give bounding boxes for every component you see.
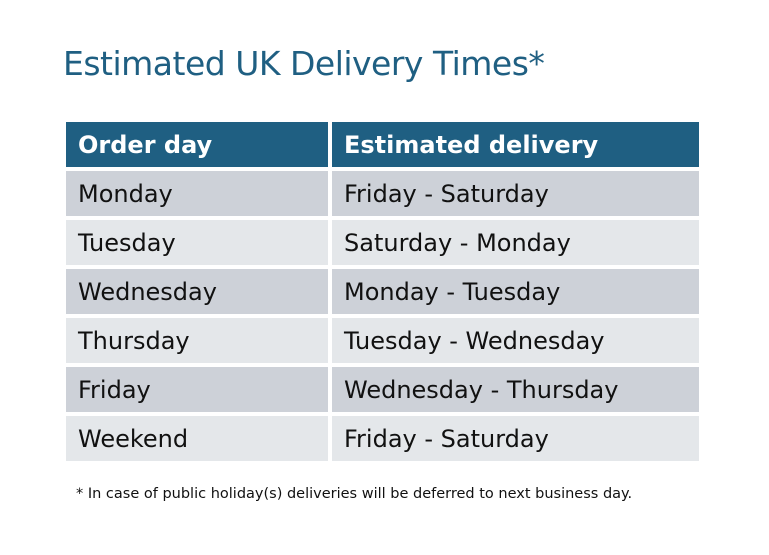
table-row: Weekend Friday - Saturday [66, 416, 699, 461]
order-day-cell: Thursday [66, 318, 328, 363]
delivery-cell: Saturday - Monday [332, 220, 699, 265]
table-row: Wednesday Monday - Tuesday [66, 269, 699, 314]
order-day-cell: Friday [66, 367, 328, 412]
delivery-cell: Friday - Saturday [332, 416, 699, 461]
delivery-cell: Wednesday - Thursday [332, 367, 699, 412]
header-estimated-delivery: Estimated delivery [332, 122, 699, 167]
footnote: * In case of public holiday(s) deliverie… [76, 486, 633, 502]
table-row: Friday Wednesday - Thursday [66, 367, 699, 412]
delivery-cell: Monday - Tuesday [332, 269, 699, 314]
header-order-day: Order day [66, 122, 328, 167]
order-day-cell: Monday [66, 171, 328, 216]
delivery-cell: Tuesday - Wednesday [332, 318, 699, 363]
table-row: Tuesday Saturday - Monday [66, 220, 699, 265]
table-header-row: Order day Estimated delivery [66, 122, 699, 167]
page-title: Estimated UK Delivery Times* [63, 44, 545, 83]
table-row: Thursday Tuesday - Wednesday [66, 318, 699, 363]
order-day-cell: Tuesday [66, 220, 328, 265]
delivery-table: Order day Estimated delivery Monday Frida… [62, 118, 703, 465]
delivery-cell: Friday - Saturday [332, 171, 699, 216]
table-row: Monday Friday - Saturday [66, 171, 699, 216]
order-day-cell: Weekend [66, 416, 328, 461]
order-day-cell: Wednesday [66, 269, 328, 314]
